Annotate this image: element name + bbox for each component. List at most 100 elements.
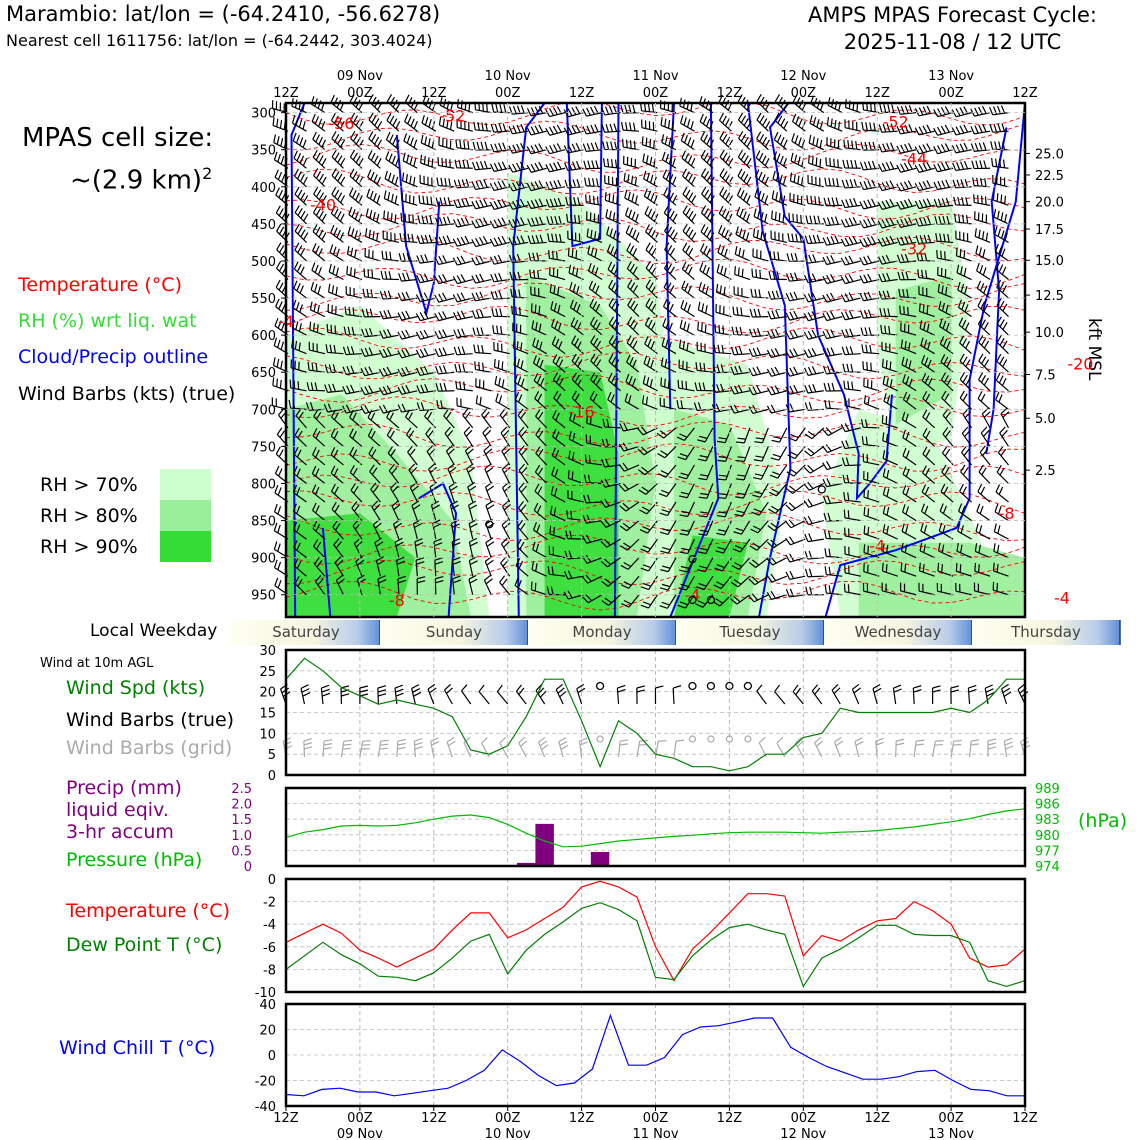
wind-barb: [587, 575, 603, 584]
wind-barb: [746, 176, 752, 185]
wind-barb: [374, 542, 381, 558]
wind-barb: [588, 177, 591, 187]
wind-barb: [520, 124, 525, 133]
wind-barb: [469, 560, 478, 566]
wind-barb: [807, 366, 813, 375]
wind-barb: [472, 327, 476, 336]
wind-barb: [840, 238, 846, 247]
wind-barb: [545, 127, 551, 136]
wind-barb: [574, 374, 580, 383]
wind-barb: [937, 570, 954, 577]
wind-barb: [517, 579, 522, 589]
wind-barb: [979, 505, 984, 514]
wind-barb: [706, 136, 712, 145]
wind-barb: [405, 310, 411, 319]
wind-barb: [574, 338, 580, 346]
wind-barb-true: [833, 687, 841, 695]
wind-barb: [589, 391, 595, 399]
wind-barb-grid: [539, 740, 548, 747]
wind-barb: [719, 131, 725, 139]
wind-barb: [631, 193, 635, 202]
wind-barb: [843, 583, 846, 592]
wind-barb: [979, 160, 983, 169]
wind-barb: [933, 181, 938, 190]
wind-barb: [461, 179, 466, 188]
wind-barb: [737, 112, 744, 121]
wind-barb: [811, 427, 825, 440]
wind-barb: [942, 524, 946, 534]
wind-barb-true: [872, 688, 878, 705]
wind-barb: [620, 584, 629, 589]
wind-barb: [420, 134, 424, 144]
wind-barb: [919, 320, 923, 329]
wind-barb: [498, 377, 501, 386]
wind-barb: [978, 464, 984, 473]
wind-barb: [733, 596, 741, 603]
wind-barb: [551, 474, 566, 484]
wind-barb: [789, 557, 806, 563]
legend-rh70: RH > 70%: [40, 474, 138, 496]
wind-barb: [473, 121, 476, 131]
wind-barb: [882, 143, 887, 152]
wind-barb: [922, 446, 928, 455]
wind-barb: [444, 177, 447, 187]
wind-barb: [863, 488, 866, 498]
wind-barb: [315, 208, 322, 216]
wind-barb-grid: [520, 740, 528, 747]
wind-barb: [583, 474, 587, 483]
wind-barb: [1001, 248, 1006, 257]
wind-barb: [775, 172, 780, 181]
wind-barb: [548, 250, 550, 259]
wind-barb: [646, 172, 650, 182]
wind-barb: [848, 274, 854, 282]
wind-barb: [302, 139, 307, 148]
wind-barb: [471, 275, 477, 284]
wind-barb: [352, 449, 358, 458]
wind-barb: [682, 205, 688, 213]
wind-barb: [881, 349, 898, 355]
weekday-label: Tuesday: [718, 623, 780, 641]
wind-barb: [374, 118, 380, 126]
wind-barb: [734, 346, 739, 355]
wind-barb: [612, 105, 618, 114]
wind-barb-true: [1017, 683, 1025, 691]
wind-barb: [682, 223, 688, 232]
wind-barb: [957, 523, 961, 532]
wind-barb: [441, 157, 444, 167]
wind-barb: [666, 301, 671, 310]
wind-barb: [395, 541, 404, 547]
wind-barb: [534, 125, 540, 134]
wind-barb: [452, 238, 458, 247]
wind-barb: [415, 294, 421, 303]
wind-barb: [526, 146, 532, 155]
wind-barb: [475, 292, 480, 301]
wind-barb: [475, 395, 478, 404]
wind-barb: [404, 113, 409, 122]
wind-barb: [648, 226, 653, 235]
wind-barb: [442, 329, 448, 338]
wind-barb: [919, 542, 923, 551]
wind-barb: [937, 108, 943, 116]
top-date-label: 09 Nov: [337, 69, 383, 84]
wind-barb: [889, 180, 895, 189]
wind-barb: [434, 366, 439, 375]
wind-barb: [460, 255, 466, 264]
wind-barb: [822, 237, 828, 246]
wind-barb: [844, 535, 861, 540]
wind-barb: [914, 164, 920, 173]
wind-barb: [700, 131, 705, 140]
wind-barb: [743, 173, 749, 182]
wind-barb: [350, 119, 363, 132]
wind-barb: [583, 160, 587, 169]
wind-barb: [830, 273, 836, 282]
wind-barb: [761, 446, 769, 462]
wind-barb: [647, 520, 658, 534]
wind-barb: [733, 579, 742, 585]
wind-barb: [277, 543, 281, 552]
wind-barb: [803, 349, 809, 358]
wind-barb: [512, 223, 529, 229]
wind-barb: [551, 455, 566, 466]
wind-barb: [979, 445, 986, 453]
wind-barb: [721, 227, 726, 236]
wind-barb: [826, 330, 832, 339]
